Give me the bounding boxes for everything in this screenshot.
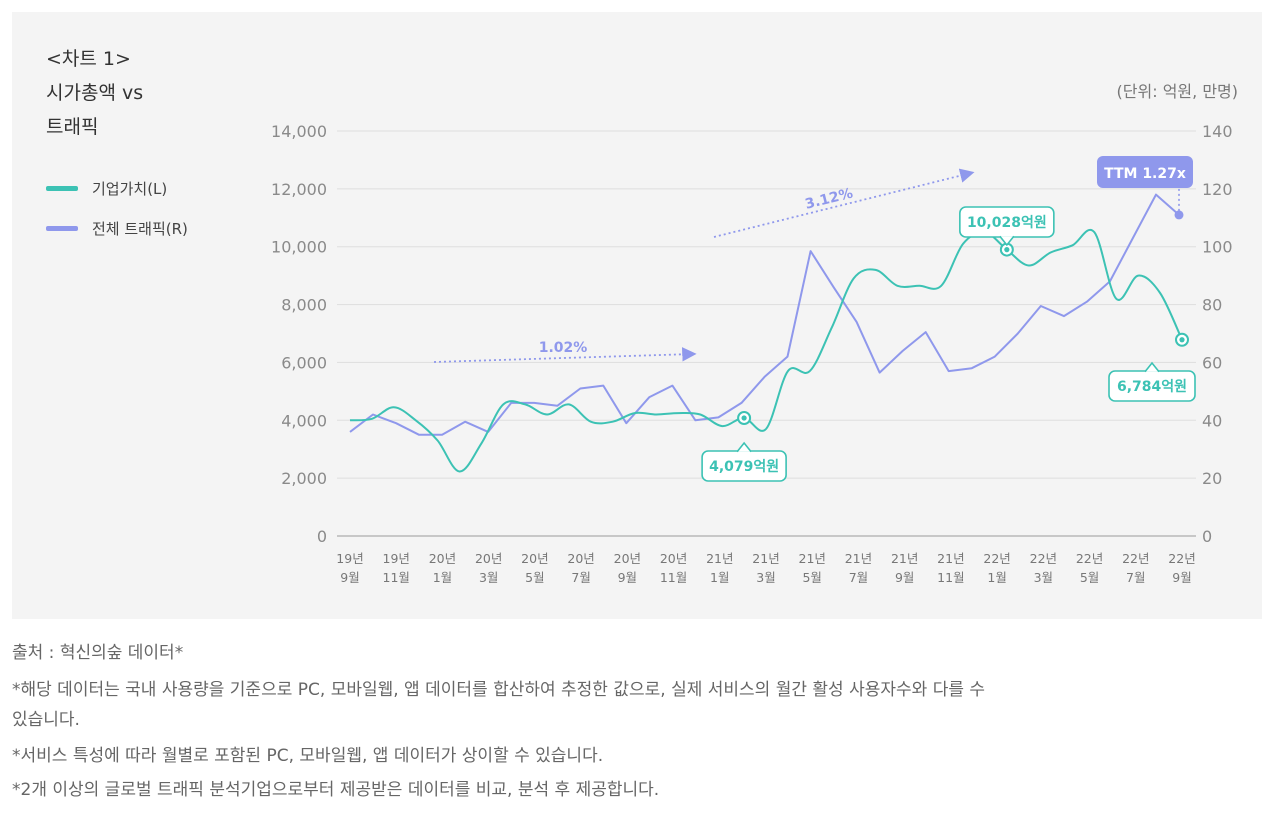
y-left-tick-label: 2,000 xyxy=(281,469,327,488)
x-tick-label: 9월 xyxy=(340,570,359,585)
chart-title: <차트 1> 시가총액 vs 트래픽 xyxy=(46,42,143,144)
y-left-tick-label: 6,000 xyxy=(281,353,327,372)
x-tick-label: 20년 xyxy=(660,551,687,566)
legend-item-traffic: 전체 트래픽(R) xyxy=(46,208,188,248)
low-point-marker-dot xyxy=(741,415,747,421)
y-right-tick-label: 140 xyxy=(1202,122,1233,141)
footer-note: 있습니다. xyxy=(12,710,80,730)
footer-note: *2개 이상의 글로벌 트래픽 분석기업으로부터 제공받은 데이터를 비교, 분… xyxy=(12,780,660,800)
growth-label-2: 3.12% xyxy=(804,185,855,212)
low-callout-text: 4,079억원 xyxy=(709,459,779,475)
x-tick-label: 7월 xyxy=(1126,570,1145,585)
last-point-marker-dot xyxy=(1179,337,1185,343)
x-tick-label: 5월 xyxy=(1080,570,1099,585)
y-left-tick-label: 8,000 xyxy=(281,296,327,315)
x-tick-label: 3월 xyxy=(479,570,498,585)
x-tick-label: 22년 xyxy=(1122,551,1149,566)
growth-arrow-2 xyxy=(713,168,975,238)
x-tick-label: 1월 xyxy=(987,570,1006,585)
x-tick-label: 21년 xyxy=(799,551,826,566)
peak-callout: 10,028억원 xyxy=(959,206,1055,247)
growth-arrow-1 xyxy=(433,347,697,363)
x-tick-label: 9월 xyxy=(1172,570,1191,585)
y-right-tick-label: 0 xyxy=(1202,527,1212,546)
x-tick-label: 21년 xyxy=(891,551,918,566)
x-tick-label: 11월 xyxy=(660,570,687,585)
x-tick-label: 21년 xyxy=(706,551,733,566)
low-callout: 4,079억원 xyxy=(701,441,787,482)
y-right-tick-label: 120 xyxy=(1202,180,1233,199)
x-tick-label: 22년 xyxy=(1168,551,1195,566)
chart-title-line: 트래픽 xyxy=(46,116,99,138)
legend-label: 기업가치(L) xyxy=(92,179,168,198)
legend-swatch-teal xyxy=(46,185,78,191)
last-callout-text: 6,784억원 xyxy=(1117,379,1187,395)
y-left-tick-label: 14,000 xyxy=(271,122,327,141)
x-tick-label: 5월 xyxy=(802,570,821,585)
x-tick-label: 22년 xyxy=(1076,551,1103,566)
peak-callout-pointer xyxy=(999,235,1015,247)
last-callout-pointer xyxy=(1144,361,1160,373)
x-tick-label: 19년 xyxy=(336,551,363,566)
x-tick-label: 20년 xyxy=(429,551,456,566)
x-tick-label: 9월 xyxy=(895,570,914,585)
ttm-point-dot xyxy=(1174,210,1184,220)
x-tick-label: 21년 xyxy=(845,551,872,566)
ttm-badge xyxy=(1097,156,1193,188)
chart-panel xyxy=(12,12,1262,619)
x-tick-label: 5월 xyxy=(525,570,544,585)
x-tick-label: 3월 xyxy=(1034,570,1053,585)
x-tick-label: 11월 xyxy=(937,570,964,585)
y-right-tick-label: 80 xyxy=(1202,296,1222,315)
legend-swatch-purple xyxy=(46,225,78,231)
y-right-tick-label: 100 xyxy=(1202,238,1233,257)
x-tick-label: 20년 xyxy=(475,551,502,566)
x-tick-label: 21년 xyxy=(937,551,964,566)
x-tick-label: 20년 xyxy=(521,551,548,566)
y-right-tick-label: 20 xyxy=(1202,469,1222,488)
x-tick-label: 11월 xyxy=(383,570,410,585)
x-tick-label: 21년 xyxy=(752,551,779,566)
y-left-tick-label: 4,000 xyxy=(281,411,327,430)
x-tick-label: 20년 xyxy=(614,551,641,566)
low-callout-pointer xyxy=(736,441,752,453)
y-right-tick-label: 60 xyxy=(1202,353,1222,372)
x-tick-label: 22년 xyxy=(1030,551,1057,566)
x-tick-label: 19년 xyxy=(383,551,410,566)
x-tick-label: 1월 xyxy=(710,570,729,585)
legend-label: 전체 트래픽(R) xyxy=(92,219,188,238)
x-tick-label: 3월 xyxy=(756,570,775,585)
last-callout: 6,784억원 xyxy=(1108,361,1196,402)
peak-point-marker-dot xyxy=(1004,247,1010,253)
footer-note: *해당 데이터는 국내 사용량을 기준으로 PC, 모바일웹, 앱 데이터를 합… xyxy=(12,680,986,700)
y-right-tick-label: 40 xyxy=(1202,411,1222,430)
ttm-badge-text: TTM 1.27x xyxy=(1104,166,1186,182)
x-tick-label: 20년 xyxy=(567,551,594,566)
x-tick-label: 7월 xyxy=(849,570,868,585)
legend-item-enterprise-value: 기업가치(L) xyxy=(46,168,188,208)
traffic-series-line xyxy=(349,193,1180,436)
x-tick-label: 7월 xyxy=(571,570,590,585)
x-tick-label: 22년 xyxy=(983,551,1010,566)
x-tick-label: 9월 xyxy=(618,570,637,585)
footer-note: *서비스 특성에 따라 월별로 포함된 PC, 모바일웹, 앱 데이터가 상이할… xyxy=(12,746,604,766)
y-left-tick-label: 12,000 xyxy=(271,180,327,199)
enterprise-value-series-line xyxy=(349,229,1183,473)
x-tick-label: 1월 xyxy=(433,570,452,585)
peak-callout-text: 10,028억원 xyxy=(967,215,1047,231)
y-left-tick-label: 0 xyxy=(317,527,327,546)
unit-label: (단위: 억원, 만명) xyxy=(1116,82,1238,101)
footer-source: 출처 : 혁신의숲 데이터* xyxy=(12,643,184,663)
growth-label-1: 1.02% xyxy=(539,340,588,356)
legend: 기업가치(L) 전체 트래픽(R) xyxy=(46,168,188,248)
chart-title-line: <차트 1> xyxy=(46,48,131,70)
chart-title-line: 시가총액 vs xyxy=(46,82,144,104)
y-left-tick-label: 10,000 xyxy=(271,238,327,257)
